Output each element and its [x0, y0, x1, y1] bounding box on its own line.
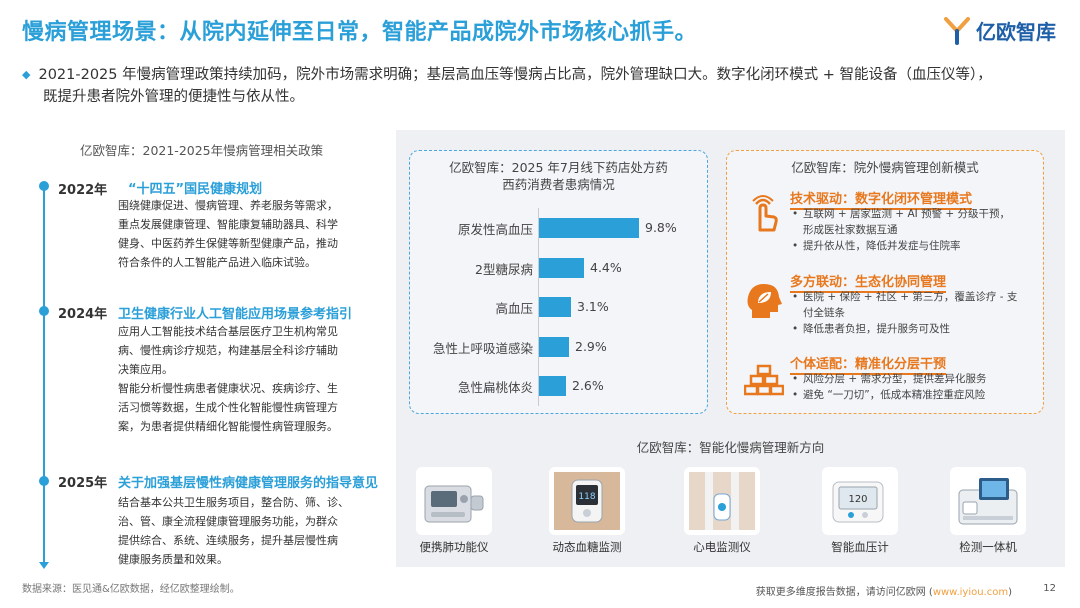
data-source-note: 数据来源：医见通&亿欧数据，经亿欧整理绘制。 — [22, 584, 240, 595]
timeline-line — [43, 185, 45, 565]
mode-point: 形成医社家数据互通 — [803, 224, 898, 236]
ecg-monitor-icon — [684, 467, 760, 535]
spirometer-icon — [416, 467, 492, 535]
policy-name: 卫生健康行业人工智能应用场景参考指引 — [118, 307, 353, 322]
more-info-note: 获取更多维度报告数据，请访问亿欧网 (www.iyiou.com) — [756, 583, 1012, 598]
device-label: 智能血压计 — [831, 540, 889, 554]
testing-kiosk-icon — [950, 467, 1026, 535]
mode-point: 医院 + 保险 + 社区 + 第三方，覆盖诊疗 - 支 — [790, 289, 1040, 305]
policy-body-line: 决策应用。 — [118, 363, 173, 376]
policy-body: 应用人工智能技术结合基层医疗卫生机构常见 病、慢性病诊疗规范，构建基层全科诊疗辅… — [118, 322, 380, 436]
mode-heading: 多方联动：生态化协同管理 — [790, 271, 946, 293]
policy-body-line: 智能分析慢性病患者健康状况、疾病诊疗、生 — [118, 382, 338, 395]
svg-text:120: 120 — [848, 494, 867, 505]
timeline-dot — [39, 306, 49, 316]
mode-point: 提升依从性，降低并发症与住院率 — [790, 238, 1040, 254]
device-label: 便携肺功能仪 — [419, 540, 489, 554]
mode-heading: 技术驱动：数字化闭环管理模式 — [790, 188, 972, 210]
policy-body-line: 治、管、康全流程健康管理服务功能，为群众 — [118, 515, 338, 528]
directions-title: 亿欧智库：智能化慢病管理新方向 — [636, 440, 825, 455]
page-title: 慢病管理场景：从院内延伸至日常，智能产品成院外市场核心抓手。 — [22, 20, 698, 45]
mode-point: 降低患者负担，提升服务可及性 — [790, 321, 1040, 337]
policy-body: 结合基本公共卫生服务项目，整合防、筛、诊、 治、管、康全流程健康管理服务功能，为… — [118, 493, 380, 569]
chart-title: 亿欧智库：2025 年7月线下药店处方药 西药消费者患病情况 — [409, 159, 708, 193]
policy-body-line: 符合条件的人工智能产品进入临床试验。 — [118, 256, 316, 269]
logo-text: 亿欧智库 — [976, 20, 1056, 44]
policy-body-line: 应用人工智能技术结合基层医疗卫生机构常见 — [118, 325, 338, 338]
bar — [539, 218, 639, 238]
chart-box — [409, 150, 708, 414]
intro-line-1: 2021-2025 年慢病管理政策持续加码，院外市场需求明确；基层高血压等慢病占… — [38, 67, 992, 83]
policy-body-line: 围绕健康促进、慢病管理、养老服务等需求， — [118, 199, 338, 212]
bar — [539, 257, 584, 278]
device-card: 便携肺功能仪 — [416, 467, 492, 555]
intro-paragraph: ◆ 2021-2025 年慢病管理政策持续加码，院外市场需求明确；基层高血压等慢病… — [22, 64, 1062, 108]
diamond-bullet-icon: ◆ — [22, 68, 31, 81]
device-card: 心电监测仪 — [684, 467, 760, 555]
timeline-dot — [39, 181, 49, 191]
timeline-dot — [39, 476, 49, 486]
bar — [539, 297, 571, 317]
policy-body-line: 病、慢性病诊疗规范，构建基层全科诊疗辅助 — [118, 344, 338, 357]
mode-point: 风险分层 + 需求分型，提供差异化服务 — [790, 371, 1040, 387]
policy-year: 2025年 — [58, 476, 108, 491]
policy-body: 围绕健康促进、慢病管理、养老服务等需求， 重点发展健康管理、智能康复辅助器具、科… — [118, 196, 380, 272]
bar-value-label: 4.4% — [590, 259, 622, 275]
policy-body-line: 活习惯等数据，生成个性化智能慢性病管理方 — [118, 401, 338, 414]
chart-axis — [538, 208, 539, 406]
logo-mark-icon — [944, 16, 970, 45]
modes-title: 亿欧智库：院外慢病管理创新模式 — [791, 160, 979, 175]
website-link[interactable]: www.iyiou.com — [932, 587, 1009, 598]
page-number: 12 — [1043, 583, 1056, 594]
device-label: 检测一体机 — [959, 540, 1017, 554]
more-info-suffix: ) — [1008, 587, 1012, 598]
policy-body-line: 健康服务质量和效果。 — [118, 553, 228, 566]
device-card: 118 动态血糖监测 — [549, 467, 625, 555]
mode-point: 互联网 + 居家监测 + AI 预警 + 分级干预， — [790, 206, 1040, 222]
hand-touch-icon — [752, 195, 778, 232]
bar-category-label: 原发性高血压 — [457, 222, 533, 237]
bar — [539, 376, 566, 396]
brand-logo: 亿欧智库 — [944, 16, 1056, 45]
policy-body-line: 重点发展健康管理、智能康复辅助器具、科学 — [118, 218, 338, 231]
policy-year: 2022年 — [58, 183, 108, 198]
mode-points: 医院 + 保险 + 社区 + 第三方，覆盖诊疗 - 支 付全链条 降低患者负担，… — [790, 289, 1040, 337]
bar — [539, 336, 569, 357]
more-info-prefix: 获取更多维度报告数据，请访问亿欧网 ( — [755, 587, 933, 598]
mode-point: 避免 “一刀切”，低成本精准控重症风险 — [790, 387, 1040, 403]
policy-body-line: 提供综合、系统、连续服务，提升基层慢性病 — [118, 534, 338, 547]
chart-title-line: 西药消费者患病情况 — [502, 177, 615, 192]
policy-body-line: 结合基本公共卫生服务项目，整合防、筛、诊、 — [118, 496, 349, 509]
mode-points: 风险分层 + 需求分型，提供差异化服务 避免 “一刀切”，低成本精准控重症风险 — [790, 371, 1040, 403]
device-card: 检测一体机 — [950, 467, 1026, 555]
stacked-blocks-icon — [744, 364, 784, 396]
bar-category-label: 2型糖尿病 — [475, 261, 533, 277]
policy-section-title: 亿欧智库：2021-2025年慢病管理相关政策 — [80, 143, 324, 158]
device-label: 心电监测仪 — [693, 540, 751, 554]
mode-point: 付全链条 — [803, 307, 845, 319]
bar-value-label: 2.6% — [572, 378, 604, 393]
bar-category-label: 高血压 — [495, 301, 533, 316]
mode-points: 互联网 + 居家监测 + AI 预警 + 分级干预， 形成医社家数据互通 提升依… — [790, 206, 1040, 254]
mode-heading: 个体适配：精准化分层干预 — [790, 353, 946, 375]
policy-name: 关于加强基层慢性病健康管理服务的指导意见 — [118, 476, 379, 491]
policy-name: “十四五”国民健康规划 — [128, 182, 263, 197]
timeline-arrow-icon — [39, 562, 49, 569]
bar-value-label: 3.1% — [577, 299, 609, 314]
glucose-monitor-icon: 118 — [549, 467, 625, 535]
svg-text:118: 118 — [578, 492, 595, 502]
policy-body-line: 案，为患者提供精细化智能慢性病管理服务。 — [118, 420, 338, 433]
device-card: 120 智能血压计 — [822, 467, 898, 555]
bar-category-label: 急性扁桃体炎 — [457, 380, 533, 395]
policy-body-line: 健身、中医药养生保健等新型健康产品，推动 — [118, 237, 338, 250]
bar-category-label: 急性上呼吸道感染 — [432, 340, 533, 356]
head-leaf-icon — [747, 284, 782, 318]
bar-value-label: 2.9% — [575, 338, 607, 354]
device-label: 动态血糖监测 — [552, 540, 622, 554]
bar-value-label: 9.8% — [645, 220, 677, 235]
chart-title-line: 亿欧智库：2025 年7月线下药店处方药 — [449, 160, 668, 175]
policy-year: 2024年 — [58, 307, 108, 322]
intro-line-2: 既提升患者院外管理的便捷性与依从性。 — [43, 89, 304, 105]
blood-pressure-monitor-icon: 120 — [822, 467, 898, 535]
